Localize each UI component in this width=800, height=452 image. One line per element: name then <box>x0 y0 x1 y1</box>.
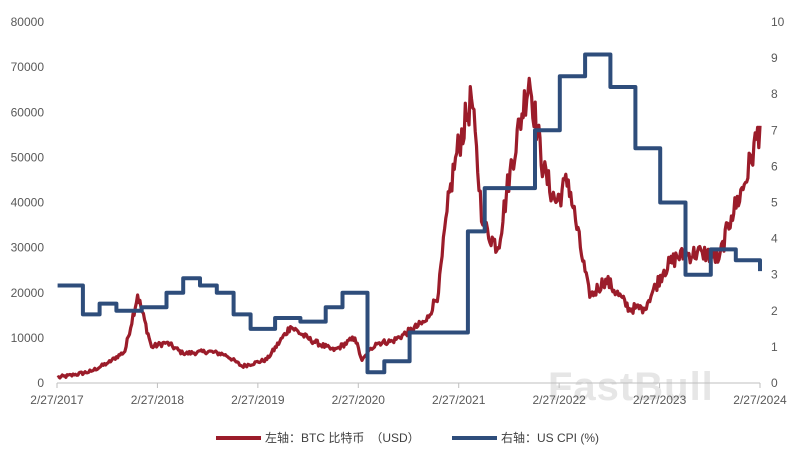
y-left-tick-label: 60000 <box>11 105 45 119</box>
x-tick-label: 2/27/2021 <box>432 393 486 407</box>
series-lines <box>56 52 762 380</box>
y-right-tick-label: 10 <box>771 15 785 29</box>
y-right-tick-label: 0 <box>771 376 778 390</box>
y-right-tick-label: 4 <box>771 232 778 246</box>
x-tick-label: 2/27/2019 <box>231 393 285 407</box>
y-left-tick-label: 0 <box>37 376 44 390</box>
x-tick-label: 2/27/2023 <box>633 393 687 407</box>
y-right-tick-label: 2 <box>771 304 778 318</box>
legend: 左轴：BTC 比特币 （USD） 右轴：US CPI (%) <box>216 430 599 445</box>
legend-btc-label: 左轴：BTC 比特币 （USD） <box>265 430 420 445</box>
legend-cpi-label: 右轴：US CPI (%) <box>501 430 599 445</box>
x-tick-label: 2/27/2020 <box>332 393 386 407</box>
btc-price-line <box>56 76 762 380</box>
y-left-tick-label: 10000 <box>11 331 45 345</box>
y-left-tick-label: 20000 <box>11 286 45 300</box>
x-tick-label: 2/27/2024 <box>733 393 787 407</box>
watermark: FastBull <box>548 365 714 409</box>
axes: 0 10000 20000 30000 40000 50000 60000 70000 8000… <box>11 15 787 407</box>
x-tick-label: 2/27/2018 <box>131 393 185 407</box>
y-left-tick-label: 80000 <box>11 15 45 29</box>
y-right-tick-label: 7 <box>771 123 778 137</box>
y-left-tick-label: 40000 <box>11 196 45 210</box>
x-tick-label: 2/27/2022 <box>532 393 586 407</box>
y-right-tick-label: 3 <box>771 268 778 282</box>
y-right-tick-label: 5 <box>771 196 778 210</box>
y-left-tick-label: 50000 <box>11 150 45 164</box>
y-left-tick-label: 70000 <box>11 60 45 74</box>
us-cpi-line <box>57 52 762 375</box>
y-left-tick-label: 30000 <box>11 241 45 255</box>
y-right-tick-label: 1 <box>771 340 778 354</box>
y-right-tick-label: 8 <box>771 87 778 101</box>
watermark-text: FastBull <box>548 365 714 409</box>
y-right-tick-label: 9 <box>771 51 778 65</box>
y-right-tick-label: 6 <box>771 159 778 173</box>
x-tick-label: 2/27/2017 <box>30 393 84 407</box>
